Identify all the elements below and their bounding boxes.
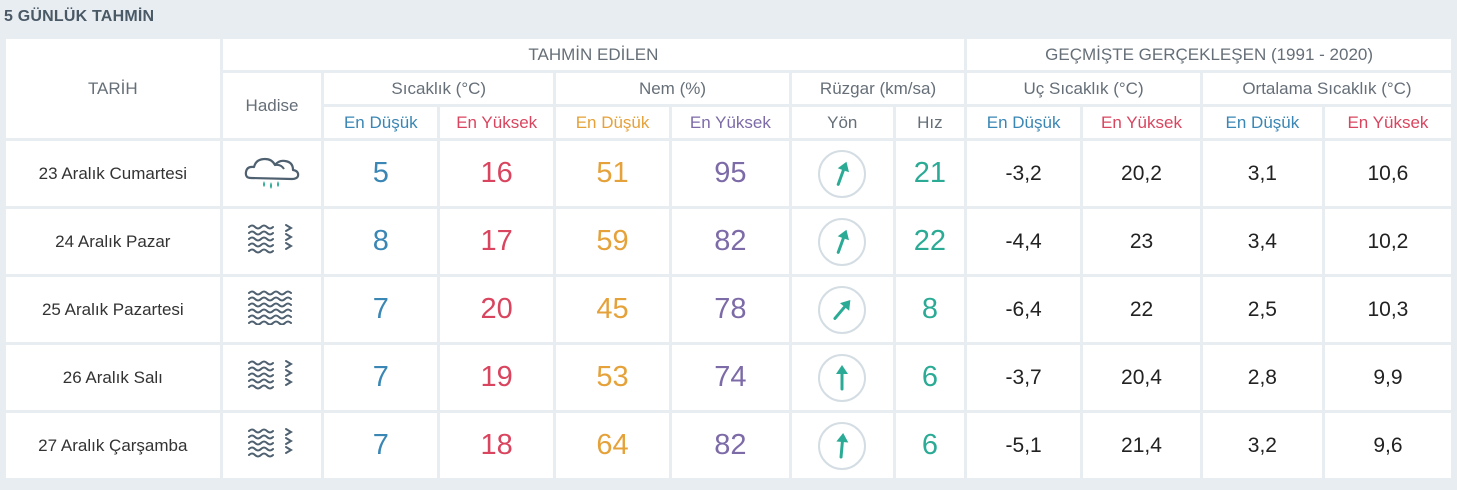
humidity-low: 64	[556, 413, 669, 478]
date-cell: 23 Aralık Cumartesi	[6, 141, 220, 206]
subheader-hum-high: En Yüksek	[671, 107, 789, 138]
extreme-low: -6,4	[967, 277, 1081, 342]
subheader-wind-dir: Yön	[791, 107, 893, 138]
average-low: 3,2	[1202, 413, 1322, 478]
wind-direction-cell	[791, 141, 893, 206]
temp-high: 16	[440, 141, 554, 206]
extreme-high: 23	[1083, 209, 1200, 274]
humidity-low: 45	[556, 277, 669, 342]
wind-direction-cell	[791, 277, 893, 342]
header-tarih: TARİH	[6, 39, 220, 138]
temp-low: 7	[324, 413, 438, 478]
header-tahmin-edilen: TAHMİN EDİLEN	[222, 39, 965, 70]
date-cell: 27 Aralık Çarşamba	[6, 413, 220, 478]
header-nem: Nem (%)	[556, 73, 789, 104]
forecast-rows: 23 Aralık Cumartesi 5 16 51 95 21 -3,2	[6, 141, 1451, 478]
extreme-low: -3,7	[967, 345, 1081, 410]
weather-cell	[222, 141, 322, 206]
rain-cloud-icon	[243, 150, 301, 197]
wind-direction-cell	[791, 413, 893, 478]
fog-wind-icon	[246, 426, 298, 465]
average-low: 3,4	[1202, 209, 1322, 274]
table-row: 27 Aralık Çarşamba	[6, 413, 1451, 478]
forecast-table: TARİH TAHMİN EDİLEN GEÇMİŞTE GERÇEKLEŞEN…	[3, 36, 1454, 481]
wind-direction-arrow-icon	[818, 217, 867, 266]
weather-cell	[222, 345, 322, 410]
subheader-ext-low: En Düşük	[967, 107, 1081, 138]
average-low: 2,8	[1202, 345, 1322, 410]
table-row: 26 Aralık Salı	[6, 345, 1451, 410]
fog-wind-icon	[246, 222, 298, 261]
wind-direction-cell	[791, 345, 893, 410]
date-cell: 25 Aralık Pazartesi	[6, 277, 220, 342]
temp-high: 20	[440, 277, 554, 342]
fog-icon	[246, 289, 298, 330]
wind-direction-arrow-icon	[818, 149, 867, 198]
humidity-high: 82	[671, 413, 789, 478]
extreme-low: -4,4	[967, 209, 1081, 274]
temp-low: 8	[324, 209, 438, 274]
average-high: 9,9	[1324, 345, 1451, 410]
temp-low: 7	[324, 345, 438, 410]
wind-speed: 6	[895, 345, 965, 410]
header-ruzgar: Rüzgar (km/sa)	[791, 73, 965, 104]
header-gecmiste: GEÇMİŞTE GERÇEKLEŞEN (1991 - 2020)	[967, 39, 1451, 70]
section-title: 5 GÜNLÜK TAHMİN	[4, 8, 155, 25]
average-high: 9,6	[1324, 413, 1451, 478]
extreme-low: -5,1	[967, 413, 1081, 478]
humidity-low: 59	[556, 209, 669, 274]
wind-speed: 8	[895, 277, 965, 342]
humidity-high: 74	[671, 345, 789, 410]
header-sicaklik: Sıcaklık (°C)	[324, 73, 554, 104]
wind-speed: 21	[895, 141, 965, 206]
subheader-avg-high: En Yüksek	[1324, 107, 1451, 138]
extreme-high: 21,4	[1083, 413, 1200, 478]
header-uc-sicaklik: Uç Sıcaklık (°C)	[967, 73, 1200, 104]
subheader-wind-speed: Hız	[895, 107, 965, 138]
weather-cell	[222, 277, 322, 342]
humidity-low: 53	[556, 345, 669, 410]
wind-speed: 6	[895, 413, 965, 478]
humidity-high: 95	[671, 141, 789, 206]
date-cell: 24 Aralık Pazar	[6, 209, 220, 274]
temp-high: 19	[440, 345, 554, 410]
temp-high: 18	[440, 413, 554, 478]
wind-speed: 22	[895, 209, 965, 274]
header-ortalama-sicaklik: Ortalama Sıcaklık (°C)	[1202, 73, 1451, 104]
wind-direction-cell	[791, 209, 893, 274]
humidity-low: 51	[556, 141, 669, 206]
average-low: 2,5	[1202, 277, 1322, 342]
average-high: 10,3	[1324, 277, 1451, 342]
average-high: 10,2	[1324, 209, 1451, 274]
weather-cell	[222, 413, 322, 478]
average-low: 3,1	[1202, 141, 1322, 206]
humidity-high: 82	[671, 209, 789, 274]
wind-direction-arrow-icon	[818, 353, 867, 402]
temp-high: 17	[440, 209, 554, 274]
temp-low: 7	[324, 277, 438, 342]
wind-direction-arrow-icon	[818, 285, 867, 334]
weather-cell	[222, 209, 322, 274]
subheader-ext-high: En Yüksek	[1083, 107, 1200, 138]
table-row: 24 Aralık Pazar	[6, 209, 1451, 274]
extreme-low: -3,2	[967, 141, 1081, 206]
extreme-high: 22	[1083, 277, 1200, 342]
temp-low: 5	[324, 141, 438, 206]
date-cell: 26 Aralık Salı	[6, 345, 220, 410]
subheader-temp-high: En Yüksek	[440, 107, 554, 138]
table-row: 23 Aralık Cumartesi 5 16 51 95 21 -3,2	[6, 141, 1451, 206]
subheader-avg-low: En Düşük	[1202, 107, 1322, 138]
fog-wind-icon	[246, 358, 298, 397]
wind-direction-arrow-icon	[818, 421, 867, 470]
subheader-hum-low: En Düşük	[556, 107, 669, 138]
extreme-high: 20,4	[1083, 345, 1200, 410]
table-row: 25 Aralık Pazartesi 7	[6, 277, 1451, 342]
extreme-high: 20,2	[1083, 141, 1200, 206]
header-hadise: Hadise	[222, 73, 322, 138]
humidity-high: 78	[671, 277, 789, 342]
average-high: 10,6	[1324, 141, 1451, 206]
subheader-temp-low: En Düşük	[324, 107, 438, 138]
